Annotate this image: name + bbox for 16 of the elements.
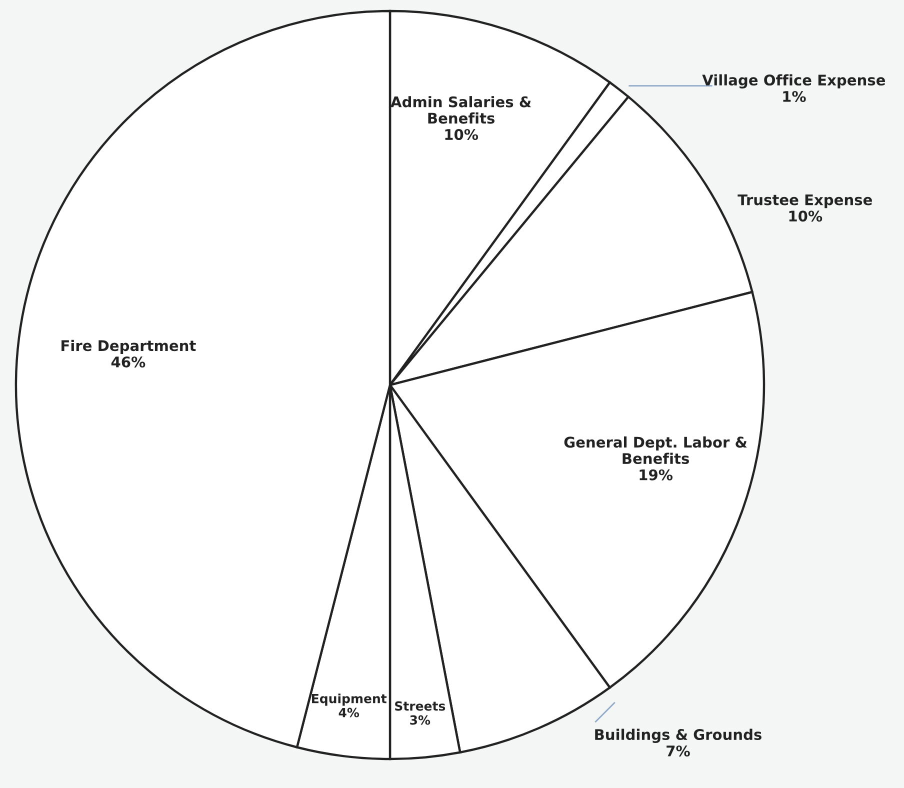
data-label: 10% [789, 210, 822, 222]
data-label: 46% [111, 356, 146, 368]
data-label: 7% [666, 745, 690, 756]
slice-label: Admin Salaries & Benefits [390, 96, 532, 124]
slice-label: Fire Department [62, 340, 196, 354]
slice-label: General Dept. Labor & Benefits [564, 436, 747, 464]
slice-label: Village Office Expense [702, 74, 886, 88]
slice-label: Streets [395, 701, 446, 711]
data-label: 10% [445, 128, 478, 140]
slice-label: Trustee Expense [738, 194, 872, 208]
slice-label: Equipment [312, 694, 387, 706]
data-label: 19% [640, 469, 673, 480]
data-label: 4% [338, 708, 360, 718]
data-label: 3% [410, 715, 430, 725]
data-label: 1% [783, 90, 806, 102]
slice-label: Buildings & Grounds [595, 728, 762, 743]
